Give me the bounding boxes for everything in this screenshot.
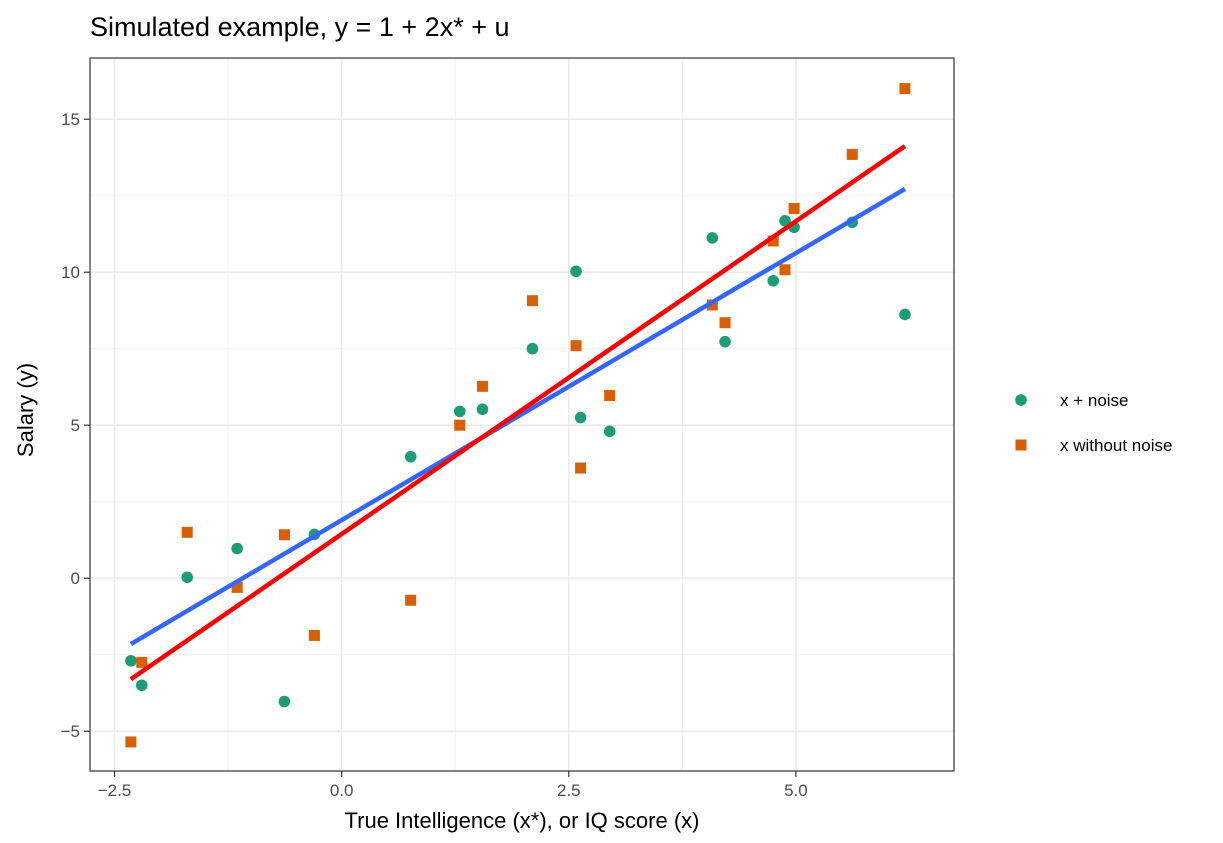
- data-point-square: [476, 380, 488, 392]
- data-point-square: [899, 83, 911, 95]
- data-point-circle: [779, 214, 791, 227]
- x-axis: −2.5 0.0 2.5 5.0: [98, 771, 808, 800]
- data-point-square: [136, 656, 148, 668]
- y-tick-label: 0: [71, 569, 80, 588]
- data-point-square: [405, 594, 417, 606]
- y-tick-label: 10: [61, 263, 80, 282]
- x-tick-label: −2.5: [98, 781, 132, 800]
- grid: [90, 58, 954, 771]
- data-point-circle: [526, 342, 539, 355]
- legend-key-circle: [1015, 394, 1027, 406]
- data-point-square: [181, 526, 193, 538]
- panel-border: [89, 57, 955, 772]
- data-point-square: [308, 629, 320, 641]
- data-point-circle: [767, 274, 780, 287]
- y-tick-label: −5: [61, 722, 80, 741]
- legend: x + noise x without noise: [1015, 391, 1172, 455]
- data-point-square: [706, 299, 718, 311]
- data-point-square: [570, 340, 582, 352]
- x-tick-label: 5.0: [784, 781, 808, 800]
- y-tick-label: 5: [71, 416, 80, 435]
- data-point-circle: [181, 571, 194, 584]
- legend-key-square: [1015, 439, 1027, 451]
- data-point-circle: [603, 425, 616, 438]
- data-points: [125, 83, 911, 748]
- data-point-circle: [476, 403, 489, 416]
- y-tick-label: 15: [61, 110, 80, 129]
- data-point-square: [231, 581, 243, 593]
- data-point-square: [575, 462, 587, 474]
- data-point-square: [125, 736, 137, 748]
- y-axis-title: Salary (y): [13, 363, 38, 457]
- legend-label: x without noise: [1060, 436, 1172, 455]
- data-point-square: [788, 203, 800, 215]
- data-point-square: [604, 390, 616, 402]
- data-point-circle: [706, 232, 719, 244]
- chart-title: Simulated example, y = 1 + 2x* + u: [90, 12, 510, 42]
- data-point-square: [454, 419, 466, 431]
- data-point-circle: [719, 335, 731, 348]
- fit-line: [129, 187, 907, 646]
- y-axis: −5 0 5 10 15: [61, 110, 90, 741]
- x-axis-title: True Intelligence (x*), or IQ score (x): [345, 808, 700, 833]
- data-point-circle: [404, 450, 417, 463]
- data-point-circle: [574, 411, 587, 424]
- data-point-circle: [453, 405, 466, 418]
- x-tick-label: 2.5: [557, 781, 581, 800]
- data-point-square: [779, 264, 791, 276]
- data-point-square: [719, 317, 731, 329]
- data-point-square: [526, 295, 538, 307]
- x-tick-label: 0.0: [330, 781, 354, 800]
- data-point-circle: [125, 655, 137, 667]
- data-point-circle: [231, 542, 243, 555]
- data-point-square: [278, 529, 290, 541]
- data-point-circle: [899, 308, 911, 321]
- fit-line: [129, 144, 907, 682]
- legend-label: x + noise: [1060, 391, 1129, 410]
- data-point-circle: [135, 679, 148, 692]
- plot-area: [89, 57, 955, 772]
- data-point-circle: [570, 265, 582, 278]
- data-point-circle: [278, 695, 291, 708]
- data-point-square: [767, 235, 779, 247]
- data-point-square: [846, 148, 858, 160]
